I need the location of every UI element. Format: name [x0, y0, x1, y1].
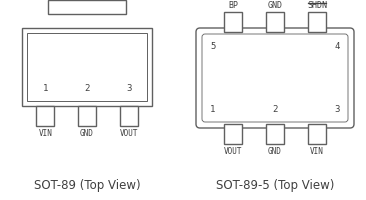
Bar: [22, 28, 152, 106]
Bar: [78, 106, 96, 126]
Bar: [266, 124, 284, 144]
Text: 1: 1: [210, 105, 215, 114]
Text: GND: GND: [80, 129, 94, 138]
Bar: [36, 106, 55, 126]
Text: VIN: VIN: [38, 129, 52, 138]
Bar: [27, 33, 147, 101]
Text: 2: 2: [272, 105, 278, 114]
Bar: [266, 12, 284, 32]
Text: 2: 2: [84, 84, 90, 93]
Text: 5: 5: [210, 42, 215, 51]
Text: SOT-89 (Top View): SOT-89 (Top View): [34, 179, 140, 192]
Text: SHDN: SHDN: [307, 1, 327, 10]
FancyBboxPatch shape: [196, 28, 354, 128]
Text: VOUT: VOUT: [224, 147, 242, 156]
Text: 4: 4: [335, 42, 340, 51]
Text: VIN: VIN: [310, 147, 324, 156]
Bar: [48, 0, 126, 14]
Text: BP: BP: [228, 1, 238, 10]
Text: 3: 3: [335, 105, 340, 114]
Text: GND: GND: [268, 1, 283, 10]
Text: VOUT: VOUT: [119, 129, 138, 138]
Bar: [308, 124, 326, 144]
Text: GND: GND: [268, 147, 282, 156]
Bar: [308, 12, 326, 32]
Bar: [120, 106, 138, 126]
Text: 1: 1: [43, 84, 48, 93]
Bar: [224, 124, 242, 144]
Text: 3: 3: [126, 84, 131, 93]
Text: SOT-89-5 (Top View): SOT-89-5 (Top View): [216, 179, 334, 192]
Bar: [224, 12, 242, 32]
